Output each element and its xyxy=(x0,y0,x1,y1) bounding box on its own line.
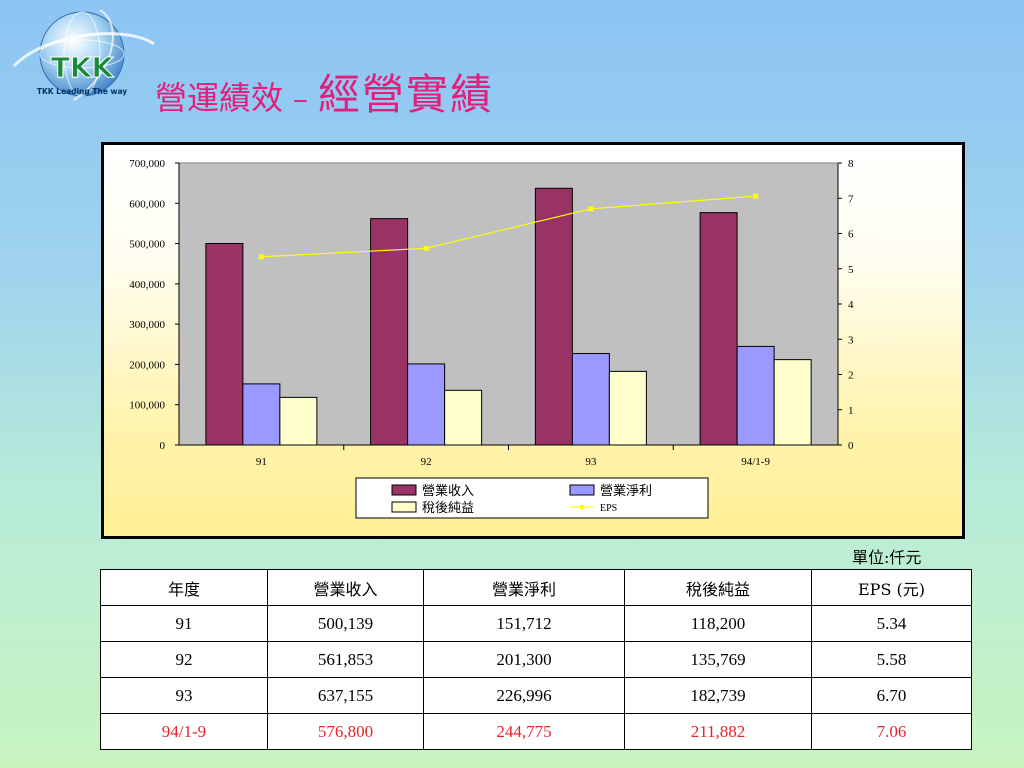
x-tick-label: 91 xyxy=(256,456,267,468)
y-tick-label: 700,000 xyxy=(129,158,165,170)
cell-year: 92 xyxy=(100,641,268,678)
x-tick-label: 93 xyxy=(585,456,597,468)
unit-note: 單位:仟元 xyxy=(852,548,922,567)
y2-tick-label: 3 xyxy=(848,334,854,346)
legend-label: 營業淨利 xyxy=(600,483,652,499)
bar xyxy=(279,396,318,446)
cell-eps: 6.70 xyxy=(811,677,972,714)
y-tick-label: 600,000 xyxy=(129,198,165,210)
eps-line xyxy=(261,195,756,258)
cell-net-income: 118,200 xyxy=(624,605,812,642)
cell-year: 93 xyxy=(100,677,268,714)
y-tick-label: 300,000 xyxy=(129,319,165,331)
bar xyxy=(571,353,610,446)
cell-net-income: 135,769 xyxy=(624,641,812,678)
cell-year: 94/1-9 xyxy=(100,713,268,750)
chart-frame: 0 100,000 200,000 300,000 400,000 500,000 600,… xyxy=(101,142,965,539)
cell-operating-profit: 226,996 xyxy=(423,677,625,714)
legend-label: 稅後純益 xyxy=(422,501,474,516)
bar xyxy=(773,359,812,446)
y-tick-label: 100,000 xyxy=(129,400,165,412)
table-row: 92 561,853 201,300 135,769 5.58 xyxy=(100,641,972,678)
table-header-row: 年度 營業收入 營業淨利 稅後純益 EPS (元) xyxy=(100,569,972,606)
cell-eps: 7.06 xyxy=(811,713,972,750)
slide-title-part1: 營運績效 xyxy=(155,79,284,117)
legend-swatch xyxy=(391,501,417,513)
x-tick-label: 92 xyxy=(421,456,432,468)
y2-tick-label: 8 xyxy=(848,158,854,170)
y-tick-label: 0 xyxy=(160,440,166,452)
y2-tick-label: 0 xyxy=(848,440,854,452)
bar xyxy=(608,370,647,446)
y-tick-label: 500,000 xyxy=(129,239,165,251)
bar xyxy=(242,383,281,446)
legend-label: EPS xyxy=(600,503,617,514)
slide-title: 營運績效 – 經營實績 xyxy=(155,74,494,116)
table-row-highlighted: 94/1-9 576,800 244,775 211,882 7.06 xyxy=(100,713,972,750)
cell-revenue: 561,853 xyxy=(267,641,424,678)
y2-tick-label: 6 xyxy=(848,229,854,241)
cell-revenue: 500,139 xyxy=(267,605,424,642)
table-row: 91 500,139 151,712 118,200 5.34 xyxy=(100,605,972,642)
legend-swatch xyxy=(569,484,595,496)
cell-net-income: 211,882 xyxy=(624,713,812,750)
header-year: 年度 xyxy=(100,569,268,606)
bar xyxy=(444,389,483,446)
bar xyxy=(370,218,409,446)
cell-revenue: 637,155 xyxy=(267,677,424,714)
logo-text: TKK xyxy=(51,51,115,84)
header-operating-profit: 營業淨利 xyxy=(423,569,625,606)
y-tick-label: 400,000 xyxy=(129,279,165,291)
bar xyxy=(407,363,446,446)
bar xyxy=(205,243,244,446)
bar xyxy=(534,187,573,446)
eps-point xyxy=(753,193,759,199)
slide-title-part2: 經營實績 xyxy=(318,70,495,119)
y-tick-label: 200,000 xyxy=(129,359,165,371)
legend-label: 營業收入 xyxy=(422,483,474,499)
slide-title-separator: – xyxy=(293,82,309,117)
legend-swatch xyxy=(391,484,417,496)
header-net-income: 稅後純益 xyxy=(624,569,812,606)
x-tick-label: 94/1-9 xyxy=(741,456,770,468)
header-eps: EPS (元) xyxy=(811,569,972,606)
cell-net-income: 182,739 xyxy=(624,677,812,714)
cell-revenue: 576,800 xyxy=(267,713,424,750)
logo-tagline: TKK Leading The way xyxy=(37,87,127,96)
combo-chart: 0 100,000 200,000 300,000 400,000 500,000 600,… xyxy=(129,158,854,519)
bar xyxy=(736,345,775,446)
company-logo: TKK TKK Leading The way xyxy=(4,4,160,104)
eps-point xyxy=(423,245,429,251)
eps-point xyxy=(588,206,594,212)
eps-point xyxy=(258,254,264,260)
y2-tick-label: 5 xyxy=(848,264,854,276)
cell-year: 91 xyxy=(100,605,268,642)
bar xyxy=(699,212,738,446)
legend-marker-eps xyxy=(580,505,584,509)
cell-eps: 5.58 xyxy=(811,641,972,678)
cell-operating-profit: 151,712 xyxy=(423,605,625,642)
cell-eps: 5.34 xyxy=(811,605,972,642)
table-row: 93 637,155 226,996 182,739 6.70 xyxy=(100,677,972,714)
cell-operating-profit: 244,775 xyxy=(423,713,625,750)
y2-tick-label: 2 xyxy=(848,370,854,382)
y2-tick-label: 1 xyxy=(848,405,854,417)
header-revenue: 營業收入 xyxy=(267,569,424,606)
y2-tick-label: 4 xyxy=(848,299,854,311)
y2-tick-label: 7 xyxy=(848,193,854,205)
data-table: 年度 營業收入 營業淨利 稅後純益 EPS (元) 91 500,139 151… xyxy=(100,569,972,750)
cell-operating-profit: 201,300 xyxy=(423,641,625,678)
